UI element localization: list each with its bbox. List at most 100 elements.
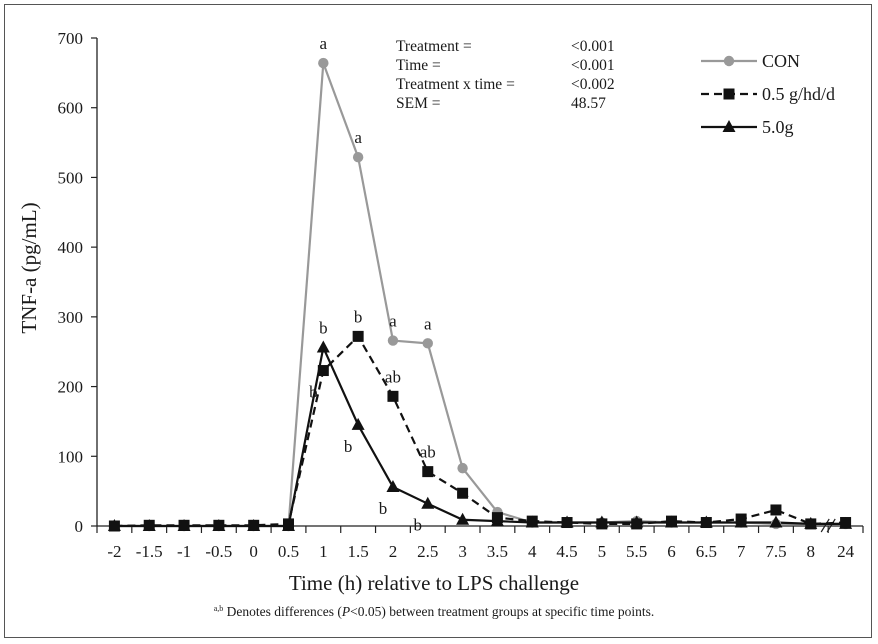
series-markers	[107, 57, 853, 532]
y-tick-label: 200	[58, 378, 84, 397]
chart-frame: 0 100 200 300 400 500 600 700 -2 -1.5 -1 -0.5 0 0.5 1 1…	[4, 4, 872, 638]
data-point-triangle	[421, 496, 435, 509]
x-tick-label: 7.5	[765, 542, 786, 561]
x-tick-label: 1.5	[348, 542, 369, 561]
stat-value: <0.001	[571, 38, 615, 55]
y-tick-label: 400	[58, 238, 84, 257]
stat-value: <0.001	[571, 57, 615, 74]
data-point-circle	[352, 152, 364, 163]
x-tick-label: 7	[737, 542, 746, 561]
data-point-square	[143, 519, 155, 531]
significance-letter: a	[389, 312, 397, 331]
data-point-square	[561, 517, 573, 529]
significance-letter: ab	[385, 367, 401, 386]
significance-letter: b	[414, 516, 423, 535]
legend: CON 0.5 g/hd/d 5.0g	[701, 51, 835, 137]
stat-label: Treatment x time =	[396, 76, 515, 93]
x-tick-label: -1.5	[136, 542, 163, 561]
x-tick-label: 6.5	[696, 542, 717, 561]
legend-marker-square	[723, 88, 735, 100]
x-tick-label: 0.5	[278, 542, 299, 561]
data-point-triangle	[386, 479, 400, 492]
data-point-square	[317, 365, 329, 377]
stat-value: <0.002	[571, 76, 615, 93]
data-point-square	[178, 519, 190, 531]
footnote: a,b Denotes differences (P<0.05) between…	[214, 604, 655, 619]
legend-marker-triangle	[722, 120, 736, 132]
stat-label: SEM =	[396, 95, 441, 112]
significance-letter: b	[309, 383, 318, 402]
x-tick-label: 8	[807, 542, 816, 561]
stat-label: Treatment =	[396, 38, 472, 55]
data-point-square	[700, 517, 712, 529]
legend-marker-circle	[723, 55, 735, 67]
x-tick-label: -0.5	[205, 542, 232, 561]
data-point-square	[352, 330, 364, 342]
data-point-triangle	[351, 417, 365, 430]
data-point-circle	[318, 57, 329, 69]
data-point-square	[457, 487, 469, 499]
data-point-circle	[422, 338, 433, 349]
series-line-2	[114, 346, 846, 528]
tnf-alpha-line-chart: 0 100 200 300 400 500 600 700 -2 -1.5 -1 -0.5 0 0.5 1 1…	[17, 29, 864, 619]
data-point-square	[248, 519, 260, 531]
data-point-square	[735, 513, 747, 525]
series-lines	[114, 61, 846, 528]
stats-block: Treatment = <0.001 Time = <0.001 Treatment x…	[396, 38, 615, 112]
data-point-square	[631, 518, 643, 530]
footnote-superscript: a,b	[214, 604, 224, 613]
significance-letter: a	[320, 34, 328, 53]
axis-break-mark	[826, 518, 836, 533]
significance-letter: b	[354, 307, 363, 326]
data-point-square	[840, 517, 852, 529]
y-axis-title: TNF-a (pg/mL)	[17, 202, 41, 333]
x-tick-label: -1	[177, 542, 191, 561]
footnote-text-1: Denotes differences (	[223, 604, 342, 619]
axis-break-mark	[820, 518, 830, 533]
data-point-square	[213, 519, 225, 531]
significance-letter: ab	[420, 443, 436, 462]
data-point-square	[526, 515, 538, 527]
x-axis-title: Time (h) relative to LPS challenge	[289, 571, 579, 595]
x-tick-label: 5	[598, 542, 607, 561]
y-tick-label: 300	[58, 308, 84, 327]
y-tick-label: 500	[58, 168, 84, 187]
series-line-1	[114, 335, 846, 528]
data-point-triangle	[316, 340, 330, 353]
y-tick-label: 600	[58, 99, 84, 118]
data-point-square	[491, 512, 503, 524]
axes-group: 0 100 200 300 400 500 600 700 -2 -1.5 -1 -0.5 0 0.5 1 1…	[58, 29, 864, 561]
x-tick-label: 3	[458, 542, 467, 561]
y-tick-label: 100	[58, 447, 84, 466]
y-tick-label: 0	[75, 517, 84, 536]
data-point-square	[666, 515, 677, 527]
significance-letter: a	[424, 314, 432, 333]
significance-letter: b	[379, 499, 388, 518]
data-point-square	[770, 504, 782, 516]
x-tick-label: 0	[249, 542, 258, 561]
stat-label: Time =	[396, 57, 441, 74]
data-point-triangle	[769, 515, 783, 528]
series-line-0	[114, 61, 846, 528]
legend-label: 5.0g	[762, 117, 794, 137]
x-tick-label: 6	[667, 542, 676, 561]
data-point-square	[283, 518, 294, 530]
footnote-p-italic: P	[341, 604, 350, 619]
y-tick-label: 700	[58, 29, 84, 48]
data-point-square	[805, 518, 817, 530]
significance-letter: b	[344, 437, 353, 456]
data-point-square	[108, 520, 120, 532]
x-tick-label: 1	[319, 542, 328, 561]
data-point-square	[596, 518, 608, 530]
x-tick-label: 24	[837, 542, 855, 561]
data-point-square	[422, 466, 434, 478]
x-tick-label: 4	[528, 542, 537, 561]
data-point-triangle	[456, 512, 470, 525]
data-point-circle	[457, 462, 468, 474]
footnote-text-2: <0.05) between treatment groups at speci…	[350, 604, 654, 619]
data-point-square	[387, 390, 399, 402]
x-tick-label: -2	[107, 542, 121, 561]
legend-label: CON	[762, 51, 800, 71]
x-tick-label: 5.5	[626, 542, 647, 561]
